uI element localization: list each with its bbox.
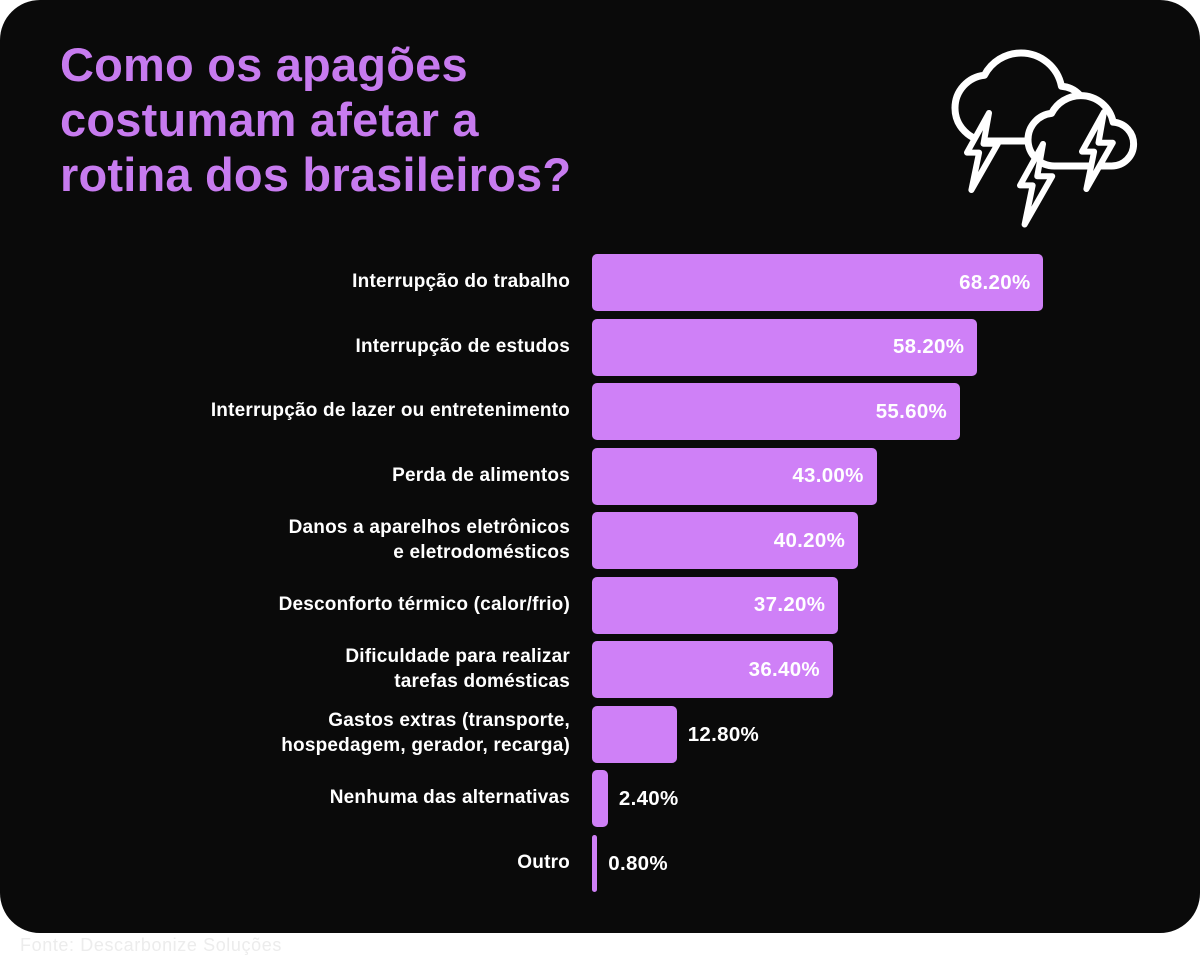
bar-track: 37.20% xyxy=(592,576,1200,634)
chart-row: Dificuldade para realizar tarefas domést… xyxy=(0,641,1200,698)
chart-row: Danos a aparelhos eletrônicos e eletrodo… xyxy=(0,512,1200,569)
category-label: Dificuldade para realizar tarefas domést… xyxy=(345,645,570,692)
bar xyxy=(592,770,608,827)
lightning-bolt-icon xyxy=(1082,112,1113,189)
value-label: 36.40% xyxy=(748,657,820,681)
bar-track: 55.60% xyxy=(592,383,1200,440)
bar-track: 43.00% xyxy=(592,447,1200,505)
bar: 43.00% xyxy=(592,447,877,505)
chart-row: Nenhuma das alternativas 2.40% xyxy=(0,770,1200,827)
lightning-bolt-icon xyxy=(1020,144,1052,225)
value-label: 12.80% xyxy=(687,722,760,746)
bar xyxy=(592,834,598,892)
chart-row: Interrupção do trabalho 68.20% xyxy=(0,254,1200,311)
value-label: 58.20% xyxy=(892,335,965,358)
bar: 58.20% xyxy=(592,318,978,376)
lightning-bolt-icon xyxy=(967,113,998,190)
value-label: 40.20% xyxy=(773,528,846,552)
chart-row: Desconforto térmico (calor/frio) 37.20% xyxy=(0,576,1200,634)
value-label: 55.60% xyxy=(875,399,948,423)
page-title: Como os apagões costumam afetar a rotina… xyxy=(60,38,572,201)
category-label: Interrupção de lazer ou entretenimento xyxy=(210,400,570,422)
category-label: Outro xyxy=(517,851,570,873)
bar: 36.40% xyxy=(592,641,833,698)
storm-clouds-lightning-icon xyxy=(940,28,1152,240)
bar-track: 36.40% xyxy=(592,641,1200,698)
chart-row: Outro 0.80% xyxy=(0,834,1200,892)
chart-row: Gastos extras (transporte, hospedagem, g… xyxy=(0,705,1200,763)
bar-track: 58.20% xyxy=(592,318,1200,376)
value-label: 68.20% xyxy=(959,270,1031,294)
bar: 55.60% xyxy=(592,383,961,440)
category-label: Perda de alimentos xyxy=(392,464,570,486)
category-label: Interrupção de estudos xyxy=(355,335,570,357)
bar-track: 2.40% xyxy=(592,770,1200,827)
bar-track: 0.80% xyxy=(592,834,1200,892)
chart-row: Perda de alimentos 43.00% xyxy=(0,447,1200,505)
chart-row: Interrupção de lazer ou entretenimento 55… xyxy=(0,383,1200,440)
value-label: 43.00% xyxy=(792,464,864,487)
bar: 40.20% xyxy=(592,512,859,569)
category-label: Danos a aparelhos eletrônicos e eletrodo… xyxy=(288,516,570,563)
bar-track: 40.20% xyxy=(592,512,1200,569)
chart-card: Como os apagões costumam afetar a rotina… xyxy=(0,0,1200,933)
category-label: Gastos extras (transporte, hospedagem, g… xyxy=(281,710,570,756)
bar-chart: Interrupção do trabalho 68.20% Interrupção… xyxy=(0,254,1200,899)
value-label: 37.20% xyxy=(753,593,826,616)
category-label: Interrupção do trabalho xyxy=(352,271,570,293)
bar xyxy=(592,705,677,763)
chart-row: Interrupção de estudos 58.20% xyxy=(0,318,1200,376)
category-label: Nenhuma das alternativas xyxy=(329,787,570,809)
bar: 37.20% xyxy=(592,576,839,634)
bar-track: 68.20% xyxy=(592,254,1200,311)
category-label: Desconforto térmico (calor/frio) xyxy=(278,593,570,615)
bar-track: 12.80% xyxy=(592,705,1200,763)
value-label: 0.80% xyxy=(608,851,668,875)
source-note: Fonte: Descarbonize Soluções xyxy=(20,935,282,955)
value-label: 2.40% xyxy=(618,787,679,810)
bar: 68.20% xyxy=(592,254,1044,311)
